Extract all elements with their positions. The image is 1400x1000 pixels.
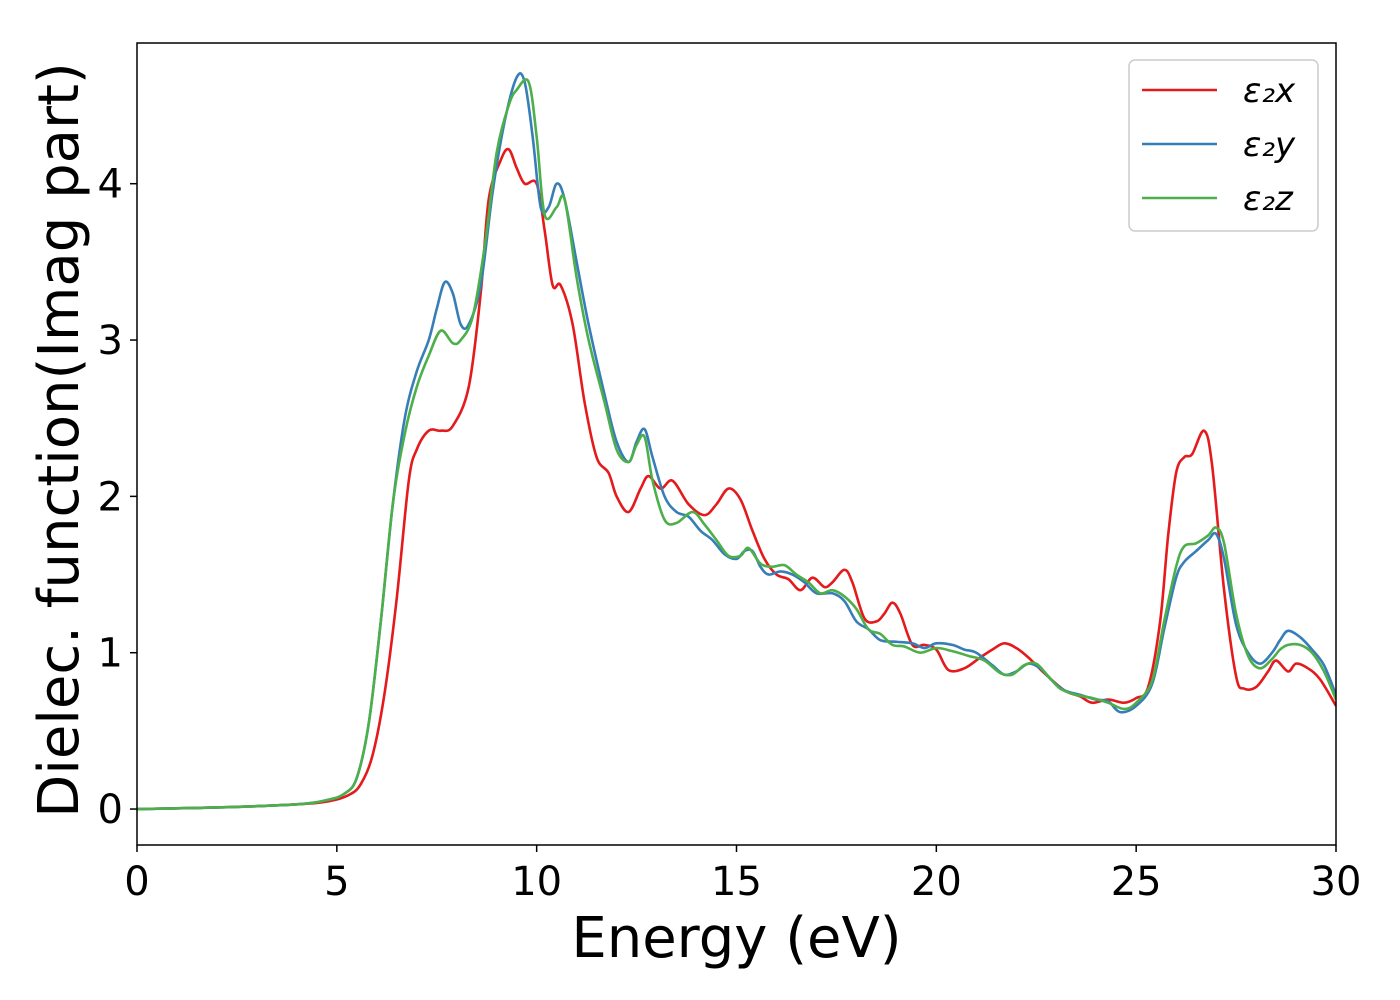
series-line-2 — [137, 72, 1336, 811]
x-tick-label: 30 — [1311, 859, 1362, 905]
series-line-1 — [137, 147, 1336, 811]
y-tick-label: 4 — [98, 162, 123, 208]
legend-box — [1128, 59, 1319, 232]
y-axis-ticks: 0 1 2 3 4 — [98, 162, 137, 833]
y-tick-label: 2 — [98, 474, 123, 520]
x-axis-ticks: 0 5 10 15 20 25 30 — [124, 845, 1361, 905]
legend: ε₂x ε₂y ε₂z — [1128, 59, 1319, 232]
x-tick-label: 20 — [911, 859, 962, 905]
x-tick-label: 0 — [124, 859, 149, 905]
x-tick-label: 5 — [324, 859, 349, 905]
series-layer — [137, 72, 1336, 811]
y-tick-label: 3 — [98, 318, 123, 364]
x-tick-label: 25 — [1111, 859, 1162, 905]
y-tick-label: 1 — [98, 631, 123, 677]
x-tick-label: 10 — [511, 859, 562, 905]
y-axis-label: Dielec. function(Imag part) — [27, 62, 92, 818]
x-axis-label: Energy (eV) — [571, 906, 901, 971]
legend-entry-label: ε₂z — [1243, 179, 1294, 219]
x-tick-label: 15 — [711, 859, 762, 905]
legend-entry-label: ε₂y — [1243, 125, 1296, 165]
y-tick-label: 0 — [98, 787, 123, 833]
legend-entry-label: ε₂x — [1243, 71, 1296, 111]
series-line-3 — [137, 78, 1336, 811]
